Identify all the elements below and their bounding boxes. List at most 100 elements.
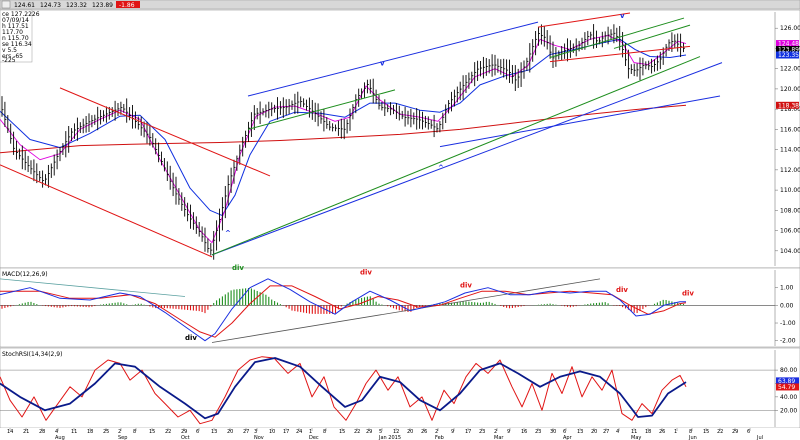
x-axis-month-label: Nov [254,435,264,440]
x-axis-day-label: 11 [631,429,637,435]
toolbar-menu-button[interactable] [1,0,11,9]
price-y-tick-label: 118.00 [780,106,800,113]
price-panel: 104.00 106.00 108.00 110.00 112.00 114.00 116.… [0,9,800,269]
macd-signal-line [0,285,687,338]
x-axis-day-label: 10 [269,429,275,435]
stochrsi-slow-line [0,357,687,420]
price-y-tick-label: 112.00 [780,167,800,174]
x-axis-month-label: Jan 2015 [378,435,401,440]
x-axis-day-label: 22 [717,429,723,435]
info-line: v 5.5 [2,47,17,54]
x-axis-day-label: 9 [451,429,454,435]
stochrsi-last-value: 54.79 [778,384,795,391]
stochrsi-lines [0,356,687,425]
macd-annotation: div [460,282,472,290]
x-axis-day-label: 6 [747,429,750,435]
x-axis-day-label: 5 [379,429,382,435]
price-y-tick-label: 120.00 [780,86,800,93]
stochrsi-fast-line [0,356,687,425]
trendline [59,87,271,177]
x-axis-day-label: 4 [55,429,58,435]
trendline [247,89,396,130]
trendline [537,12,631,28]
price-y-tick-label: 108.00 [780,207,800,214]
x-axis-month-label: Sep [118,435,127,440]
price-last-value: 123.89 [778,47,799,54]
x-axis-day-label: 2 [118,429,121,435]
macd-annotation: div [682,290,694,298]
x-axis-day-label: 8 [689,429,692,435]
stochrsi-y-tick-label: 80.00 [780,367,797,374]
price-annotation: v [380,60,385,68]
x-axis-day-label: 26 [659,429,665,435]
trendline [211,62,723,256]
price-y-tick-label: 110.00 [780,187,800,194]
macd-y-tick-label: -1.00 [780,320,796,327]
x-axis-day-label: 13 [577,429,583,435]
price-last-value: 124.48 [778,41,799,48]
price-y-tick-label: 114.00 [780,147,800,154]
price-y-tick-label: 126.00 [780,25,800,32]
x-axis-month-label: Jul [756,435,763,440]
x-axis-day-label: 11 [71,429,77,435]
x-axis-day-label: 24 [296,429,302,435]
x-axis-day-label: 6 [563,429,566,435]
price-trendlines [0,12,723,258]
x-axis-day-label: 25 [103,429,109,435]
price-last-value-badge [776,40,799,48]
trendline [211,56,701,256]
x-axis-day-label: 1 [309,429,312,435]
x-axis-day-label: 23 [535,429,541,435]
trendline [549,45,691,63]
fast-moving-average-line [0,34,687,244]
macd-y-tick-label: 0.00 [780,302,794,309]
x-axis-day-label: 17 [283,429,289,435]
toolbar-value-high: 124.73 [40,2,61,9]
x-axis-day-label: 2 [435,429,438,435]
x-axis-month-label: Oct [181,435,190,440]
price-y-tick-label: 104.00 [780,248,800,255]
trendline [549,17,685,59]
toolbar-value-low: 123.32 [66,2,87,9]
x-axis-day-label: 15 [149,429,155,435]
x-axis-day-label: 27 [243,429,249,435]
info-line: 117.70 [2,29,23,36]
trendline [247,21,539,97]
x-axis-day-label: 16 [521,429,527,435]
x-axis-month-label: Aug [55,435,65,440]
change-badge [116,1,140,8]
x-axis-month-label: Dec [309,435,319,440]
info-line: 07/09/14 [2,17,29,24]
price-last-value-badge [776,51,799,59]
x-axis-day-label: 14 [7,429,13,435]
price-y-tick-label: 122.00 [780,66,800,73]
x-axis-day-label: 8 [323,429,326,435]
price-last-value-badge [776,101,799,109]
price-annotation: ^ [225,230,231,238]
long-moving-average-line [0,104,687,154]
x-axis: 14 21 28 4 11 18 25 2 8 15 22 29 6 13 20 27 3 10 17 24 1 8 15 2… [0,428,800,440]
macd-line [0,278,686,342]
x-axis-day-label: 26 [421,429,427,435]
x-axis-day-label: 27 [603,429,609,435]
macd-annotations: div div div div div div [185,264,694,342]
x-axis-day-label: 28 [39,429,45,435]
x-axis-day-label: 3 [254,429,257,435]
x-axis-day-label: 18 [645,429,651,435]
toolbar-value-close: 123.89 [92,2,113,9]
x-axis-day-label: 29 [366,429,372,435]
x-axis-day-label: 29 [181,429,187,435]
price-annotation: ^ [438,164,444,172]
macd-trendline [0,278,186,297]
info-line: ce 127.2226 [2,11,40,18]
price-annotation: v [620,12,625,20]
price-last-value-badge [776,46,799,54]
x-axis-day-label: 15 [339,429,345,435]
x-axis-day-label: 13 [211,429,217,435]
x-axis-day-label: 8 [133,429,136,435]
x-axis-month-label: Mar [494,435,504,440]
x-axis-day-label: 20 [407,429,413,435]
macd-trendline [211,278,601,343]
